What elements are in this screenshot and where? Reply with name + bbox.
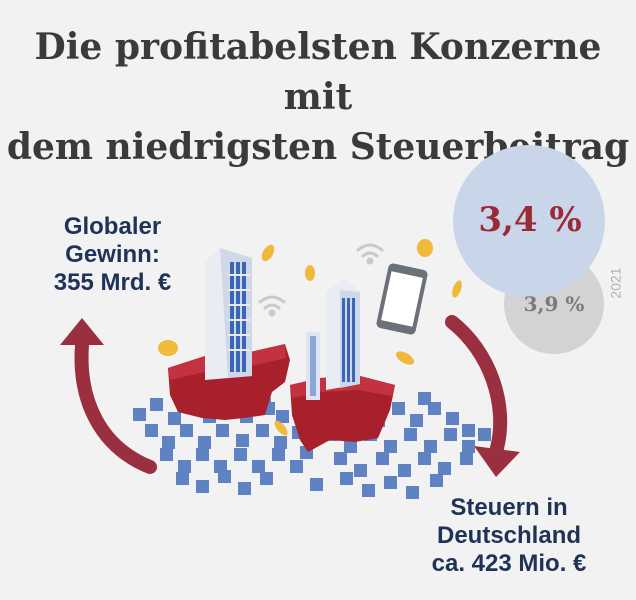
pixel-square — [444, 428, 457, 441]
pixel-square — [256, 424, 269, 437]
pixel-square — [238, 482, 251, 495]
pixel-square — [290, 460, 303, 473]
pixel-square — [384, 476, 397, 489]
pixel-square — [418, 452, 431, 465]
wifi-icon — [258, 295, 286, 317]
tower-building-icon — [205, 248, 252, 380]
pixel-square — [334, 452, 347, 465]
pixel-square — [398, 464, 411, 477]
pixel-square — [276, 410, 289, 423]
pixel-square — [272, 448, 285, 461]
pixel-square — [406, 486, 419, 499]
pixel-square — [404, 428, 417, 441]
pixel-square — [145, 424, 158, 437]
pixel-square — [196, 448, 209, 461]
pixel-square — [274, 436, 287, 449]
taxes-germany-line-2: Deutschland — [436, 522, 582, 549]
title-line-1: Die profitabelsten Konzerne mit — [34, 26, 602, 118]
pixel-square — [392, 402, 405, 415]
pixel-square — [162, 436, 175, 449]
pixel-square — [178, 460, 191, 473]
pixel-square — [196, 480, 209, 493]
global-profit-label: Globaler Gewinn: 355 Mrd. € — [20, 213, 205, 297]
pixel-square — [376, 452, 389, 465]
pixel-square — [260, 472, 273, 485]
global-profit-line-2: Gewinn: — [65, 241, 160, 268]
pixel-square — [234, 448, 247, 461]
pixel-square — [236, 434, 249, 447]
curved-arrow-icon — [60, 318, 157, 474]
pixel-square — [160, 448, 173, 461]
pixel-square — [198, 436, 211, 449]
previous-tax-rate: 3,9 % — [523, 292, 585, 316]
taxes-germany-line-1: Steuern in — [450, 494, 568, 521]
wifi-icon — [356, 243, 384, 265]
pixel-square — [430, 474, 443, 487]
pixel-square — [362, 484, 375, 497]
pixel-square — [180, 424, 193, 437]
pixel-square — [310, 478, 323, 491]
pixel-square — [428, 402, 441, 415]
pixel-square — [460, 452, 473, 465]
pixel-square — [344, 440, 357, 453]
pixel-square — [410, 414, 423, 427]
taxes-germany-label: Steuern in Deutschland ca. 423 Mio. € — [398, 494, 620, 578]
pixel-square — [218, 470, 231, 483]
coin-icon — [158, 239, 462, 436]
pixel-square — [354, 464, 367, 477]
pixel-square — [133, 408, 146, 421]
pixel-square — [424, 440, 437, 453]
pixel-square — [446, 412, 459, 425]
pixel-square — [168, 412, 181, 425]
pixel-square — [214, 460, 227, 473]
phone-icon — [376, 263, 428, 335]
current-tax-rate: 3,4 % — [478, 200, 582, 240]
taxes-germany-amount: ca. 423 Mio. € — [431, 550, 587, 577]
pixel-square — [478, 428, 491, 441]
tower-building-icon — [306, 278, 360, 400]
pixel-square — [176, 472, 189, 485]
pixel-square — [418, 392, 431, 405]
pixel-square — [438, 462, 451, 475]
global-profit-line-1: Globaler — [63, 213, 162, 240]
pixel-square — [384, 440, 397, 453]
pixel-square — [252, 460, 265, 473]
pixel-square — [216, 424, 229, 437]
pixel-square — [462, 440, 475, 453]
pixel-square — [340, 472, 353, 485]
previous-year-label: 2021 — [607, 267, 624, 299]
pixel-square — [462, 424, 475, 437]
pixel-square — [150, 398, 163, 411]
current-rate-bubble — [453, 145, 605, 297]
global-profit-amount: 355 Mrd. € — [53, 269, 172, 296]
curved-arrow-icon — [445, 315, 520, 477]
